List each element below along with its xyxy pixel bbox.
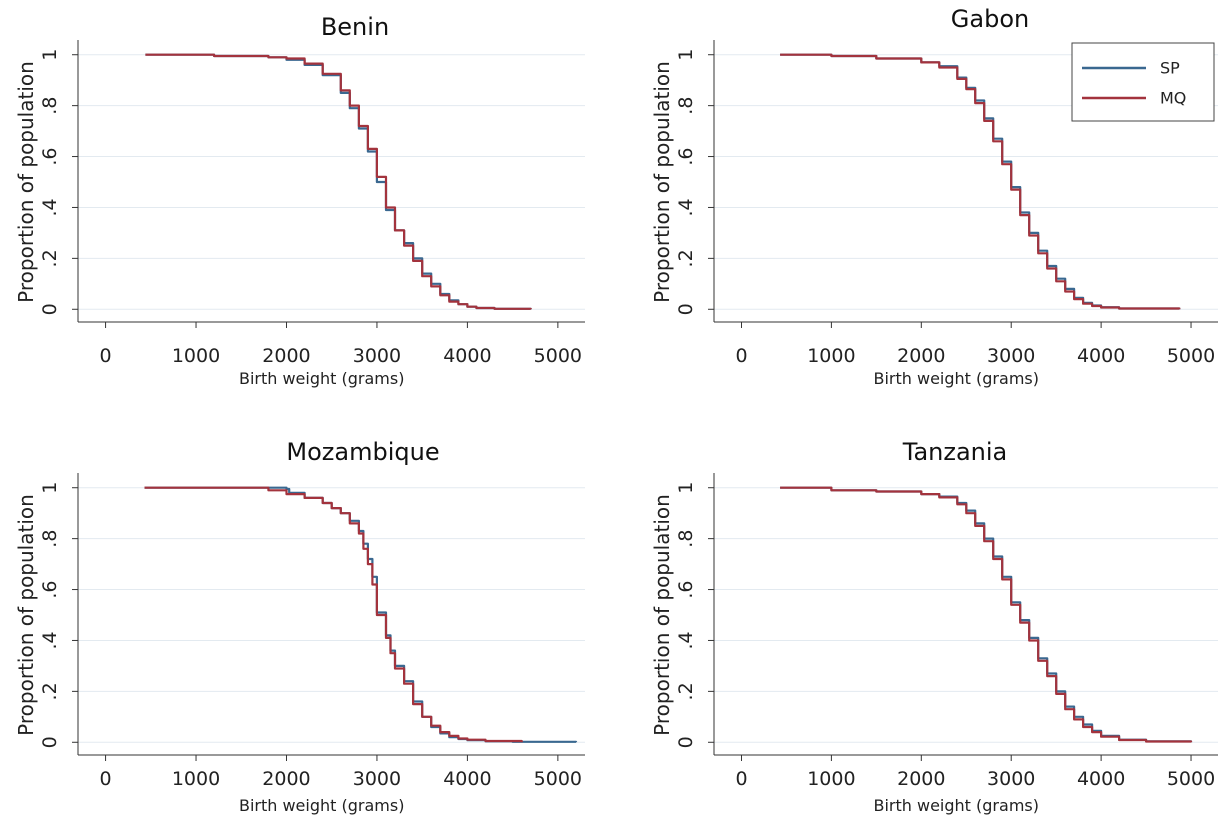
chart-panel-mozambique: 0 .2 .4 .6 .8 1 0 1000 2000 3000 4000 5000 Mozambiqu… — [14, 438, 585, 815]
x-tick-label: 3000 — [987, 768, 1035, 790]
x-tick-label: 2000 — [262, 768, 310, 790]
legend: SP MQ — [1071, 42, 1215, 122]
y-tick-label: .8 — [39, 530, 61, 548]
x-tick-label: 5000 — [534, 345, 582, 367]
y-axis-title: Proportion of population — [14, 61, 38, 303]
panel-title: Tanzania — [902, 438, 1008, 466]
y-tick-label: .2 — [39, 249, 61, 267]
x-axis-title: Birth weight (grams) — [874, 796, 1039, 815]
y-tick-label: .2 — [675, 249, 697, 267]
y-tick-label: 0 — [39, 736, 61, 748]
y-axis-title: Proportion of population — [650, 494, 674, 736]
x-tick-label: 3000 — [987, 345, 1035, 367]
legend-label-sp: SP — [1160, 59, 1180, 78]
y-tick-label: .4 — [675, 631, 697, 649]
x-tick-label: 1000 — [172, 768, 220, 790]
y-tick-label: .8 — [39, 97, 61, 115]
y-tick-label: 1 — [39, 49, 61, 61]
series-line-mq — [780, 53, 1181, 310]
legend-box — [1071, 42, 1215, 122]
chart-panel-tanzania: 0 .2 .4 .6 .8 1 0 1000 2000 3000 4000 5000 Tanzania P… — [650, 438, 1218, 815]
series-line-sp — [144, 486, 578, 743]
y-tick-label: .2 — [675, 682, 697, 700]
x-tick-label: 3000 — [353, 768, 401, 790]
x-tick-label: 1000 — [172, 345, 220, 367]
chart-panel-gabon: 0 .2 .4 .6 .8 1 0 1000 2000 3000 4000 5000 Gabon Prop… — [650, 5, 1218, 388]
x-tick-label: 3000 — [353, 345, 401, 367]
series-line-mq — [144, 486, 523, 743]
x-tick-label: 5000 — [1167, 768, 1215, 790]
y-tick-label: 1 — [675, 49, 697, 61]
y-tick-label: .8 — [675, 530, 697, 548]
y-tick-label: 1 — [39, 482, 61, 494]
y-tick-label: .4 — [39, 631, 61, 649]
y-tick-label: .4 — [675, 198, 697, 216]
x-tick-label: 0 — [100, 768, 112, 790]
series-line-mq — [780, 486, 1193, 743]
x-tick-label: 0 — [100, 345, 112, 367]
y-tick-label: .4 — [39, 198, 61, 216]
x-tick-label: 2000 — [897, 345, 945, 367]
series-line-mq — [145, 53, 532, 310]
y-tick-label: 0 — [675, 736, 697, 748]
y-tick-label: .2 — [39, 682, 61, 700]
series-line-sp — [780, 486, 1193, 743]
x-tick-label: 0 — [735, 768, 747, 790]
y-tick-label: 0 — [675, 303, 697, 315]
x-tick-label: 2000 — [897, 768, 945, 790]
x-tick-label: 1000 — [807, 768, 855, 790]
y-tick-label: .6 — [39, 147, 61, 165]
chart-panel-benin: 0 .2 .4 .6 .8 1 0 1000 2000 3000 4000 5000 Benin Prop… — [14, 13, 585, 388]
x-tick-label: 4000 — [443, 768, 491, 790]
x-axis-title: Birth weight (grams) — [239, 796, 404, 815]
series-line-sp — [145, 53, 532, 310]
x-tick-label: 5000 — [534, 768, 582, 790]
panel-title: Mozambique — [286, 438, 439, 466]
x-tick-label: 1000 — [807, 345, 855, 367]
panel-title: Benin — [321, 13, 389, 41]
x-tick-label: 5000 — [1167, 345, 1215, 367]
y-tick-label: 1 — [675, 482, 697, 494]
x-tick-label: 4000 — [443, 345, 491, 367]
y-tick-label: .6 — [39, 580, 61, 598]
x-tick-label: 4000 — [1077, 768, 1125, 790]
y-tick-label: .6 — [675, 580, 697, 598]
y-axis-title: Proportion of population — [650, 61, 674, 303]
y-tick-label: 0 — [39, 303, 61, 315]
y-tick-label: .6 — [675, 147, 697, 165]
panel-title: Gabon — [951, 5, 1029, 33]
y-axis-title: Proportion of population — [14, 494, 38, 736]
x-tick-label: 2000 — [262, 345, 310, 367]
x-tick-label: 0 — [735, 345, 747, 367]
x-tick-label: 4000 — [1077, 345, 1125, 367]
x-axis-title: Birth weight (grams) — [874, 369, 1039, 388]
x-axis-title: Birth weight (grams) — [239, 369, 404, 388]
legend-label-mq: MQ — [1160, 89, 1186, 108]
y-tick-label: .8 — [675, 97, 697, 115]
